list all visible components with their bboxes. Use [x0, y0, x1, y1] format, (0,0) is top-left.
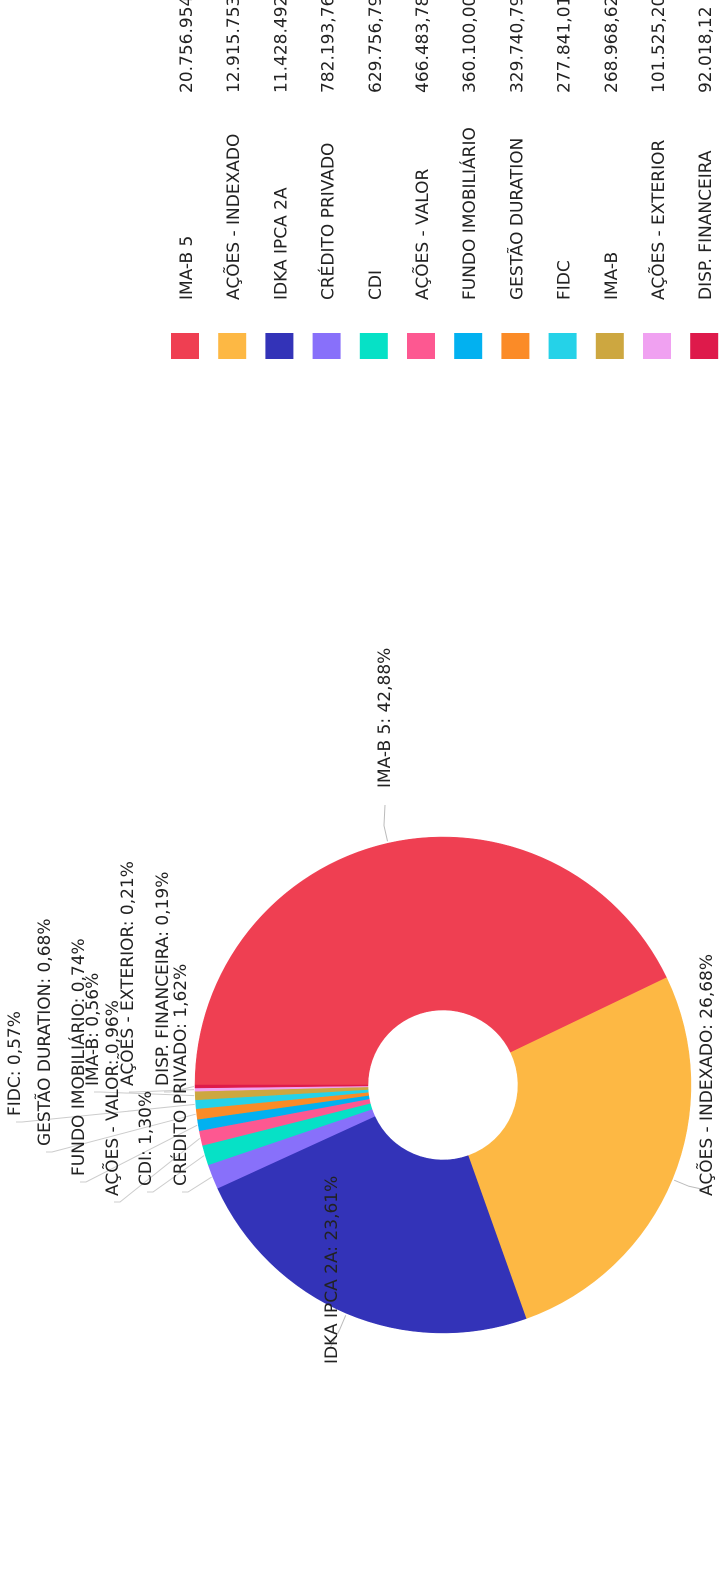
legend-label: IMA-B 5 [177, 236, 197, 300]
label-ima-b-5: IMA-B 5: 42,88% [375, 648, 395, 788]
legend-swatch [595, 333, 624, 359]
slice-ima-b-5[interactable] [194, 836, 667, 1086]
leader-fidc [16, 1103, 195, 1123]
label-acoes-valor: AÇÕES - VALOR: 0,96% [101, 1000, 123, 1196]
legend-item-fidc[interactable]: FIDC 277.841,01 [548, 0, 577, 359]
legend-value: 101.525,20 [649, 0, 669, 93]
leader-ima-b [94, 1091, 195, 1097]
label-idka-ipca-2a: IDKA IPCA 2A: 23,61% [322, 1176, 342, 1364]
label-leader-lines [16, 804, 707, 1349]
slice-disp-financeira[interactable] [194, 1084, 369, 1089]
legend-value: 466.483,78 [413, 0, 433, 93]
legend-item-cdi[interactable]: CDI 629.756,79 [359, 0, 388, 359]
legend-value: 12.915.753,85 [224, 0, 244, 93]
legend-item-disp-financeira[interactable]: DISP. FINANCEIRA 92.018,12 [690, 6, 719, 359]
legend-swatch [407, 333, 435, 359]
legend-item-acoes-indexado[interactable]: AÇÕES - INDEXADO 12.915.753,85 [218, 0, 247, 359]
legend-value: 20.756.954,74 [177, 0, 197, 93]
leader-ima-b-5 [383, 804, 389, 842]
legend-item-fundo-imobiliario[interactable]: FUNDO IMOBILIÁRIO 360.100,00 [454, 0, 483, 359]
legend-label: AÇÕES - INDEXADO [222, 134, 244, 300]
legend-item-idka-ipca-2a[interactable]: IDKA IPCA 2A 11.428.492,91 [265, 0, 294, 359]
leader-fundo-imobiliario [80, 1124, 198, 1183]
leader-acoes-indexado [673, 1179, 707, 1191]
label-fundo-imobiliario: FUNDO IMOBILIÁRIO: 0,74% [67, 938, 89, 1176]
legend-swatch [548, 333, 577, 359]
legend-label: IMA-B [602, 252, 622, 300]
legend-swatch [501, 333, 530, 359]
leader-credito-privado [182, 1176, 212, 1193]
legend-label: IDKA IPCA 2A [271, 187, 291, 300]
legend-label: DISP. FINANCEIRA [696, 150, 716, 300]
donut-slices [194, 836, 692, 1334]
leader-disp-financeira [164, 1085, 195, 1093]
legend-swatch [454, 333, 483, 359]
label-cdi: CDI: 1,30% [136, 1091, 156, 1186]
legend-value: 11.428.492,91 [271, 0, 291, 93]
leader-gestao-duration [46, 1113, 196, 1153]
legend-value: 629.756,79 [366, 0, 386, 93]
legend-label: GESTÃO DURATION [505, 138, 527, 300]
label-gestao-duration: GESTÃO DURATION: 0,68% [33, 919, 55, 1146]
label-acoes-exterior: AÇÕES - EXTERIOR: 0,21% [116, 861, 138, 1086]
label-fidc: FIDC: 0,57% [5, 1011, 25, 1116]
leader-acoes-valor [114, 1137, 201, 1203]
legend-item-ima-b[interactable]: IMA-B 268.968,62 [595, 0, 624, 359]
legend-item-acoes-exterior[interactable]: AÇÕES - EXTERIOR 101.525,20 [643, 0, 671, 359]
legend-value: 360.100,00 [460, 0, 480, 93]
leader-idka-ipca-2a [329, 1315, 347, 1349]
label-acoes-indexado: AÇÕES - INDEXADO: 26,68% [695, 954, 717, 1196]
legend-item-gestao-duration[interactable]: GESTÃO DURATION 329.740,79 [501, 0, 530, 359]
legend-label: FIDC [555, 260, 575, 300]
legend-swatch [690, 333, 719, 359]
legend-value: 277.841,01 [555, 0, 575, 93]
legend-label: CRÉDITO PRIVADO [317, 143, 339, 300]
legend: IMA-B 5 20.756.954,74 AÇÕES - INDEXADO 12.9… [171, 0, 719, 359]
legend-item-acoes-valor[interactable]: AÇÕES - VALOR 466.483,78 [407, 0, 435, 359]
legend-value: 782.193,76 [319, 0, 339, 93]
slice-labels: IMA-B 5: 42,88% AÇÕES - INDEXADO: 26,68% I… [5, 648, 717, 1364]
legend-swatch [312, 333, 341, 359]
legend-label: FUNDO IMOBILIÁRIO [458, 127, 480, 300]
legend-swatch [643, 333, 671, 359]
legend-label: AÇÕES - EXTERIOR [647, 140, 669, 300]
legend-swatch [218, 333, 247, 359]
legend-item-ima-b-5[interactable]: IMA-B 5 20.756.954,74 [171, 0, 199, 359]
label-credito-privado: CRÉDITO PRIVADO: 1,62% [169, 964, 191, 1186]
legend-value: 92.018,12 [696, 6, 716, 93]
label-disp-financeira: DISP. FINANCEIRA: 0,19% [153, 872, 173, 1086]
legend-label: CDI [366, 270, 386, 300]
leader-cdi [147, 1155, 205, 1193]
legend-swatch [171, 333, 199, 359]
slice-idka-ipca-2a[interactable] [217, 1115, 527, 1334]
legend-swatch [265, 333, 294, 359]
label-ima-b: IMA-B: 0,56% [83, 973, 103, 1086]
legend-item-credito-privado[interactable]: CRÉDITO PRIVADO 782.193,76 [312, 0, 341, 359]
legend-value: 329.740,79 [507, 0, 527, 93]
legend-value: 268.968,62 [602, 0, 622, 93]
legend-label: AÇÕES - VALOR [411, 169, 433, 300]
leader-acoes-exterior [129, 1089, 195, 1093]
legend-swatch [359, 333, 388, 359]
slice-acoes-indexado[interactable] [467, 977, 692, 1319]
